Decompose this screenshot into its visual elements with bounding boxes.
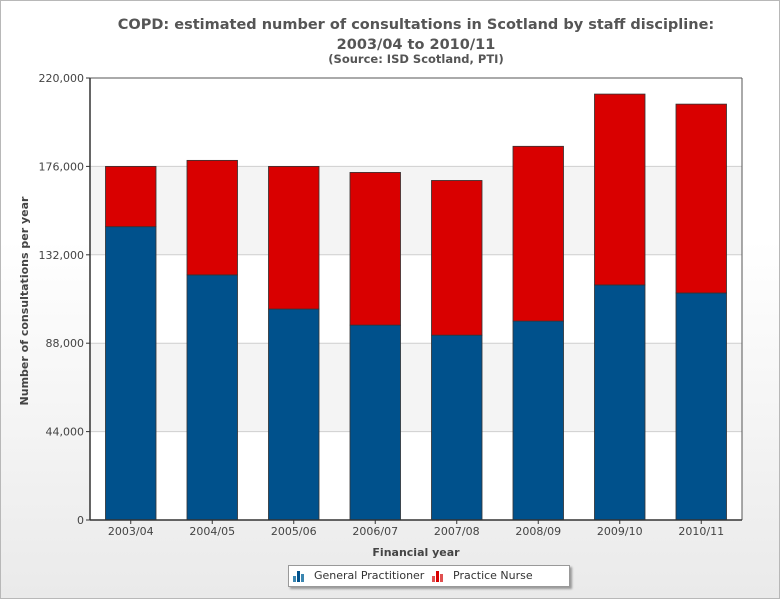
x-tick-label: 2003/04 <box>108 525 154 538</box>
y-tick-label: 44,000 <box>46 426 85 439</box>
bar-practice-nurse-2004-05 <box>186 159 238 276</box>
legend-label-general-practitioner: General Practitioner <box>314 569 425 582</box>
x-tick-label: 2009/10 <box>597 525 643 538</box>
chart-subtitle: (Source: ISD Scotland, PTI) <box>328 52 504 66</box>
bar-general-practitioner-2006-07 <box>349 324 401 521</box>
bar-practice-nurse-2005-06 <box>268 165 320 310</box>
chart-legend: General Practitioner Practice Nurse <box>288 565 570 587</box>
legend-item-general-practitioner[interactable]: General Practitioner <box>293 569 424 582</box>
x-tick-label: 2006/07 <box>352 525 398 538</box>
y-axis-title: Number of consultations per year <box>18 196 31 405</box>
bar-general-practitioner-2007-08 <box>431 334 483 521</box>
x-tick-label: 2004/05 <box>189 525 235 538</box>
y-tick-label: 0 <box>77 514 84 527</box>
x-axis-title: Financial year <box>372 546 460 559</box>
bar-practice-nurse-2007-08 <box>431 180 483 336</box>
legend-item-practice-nurse[interactable]: Practice Nurse <box>432 569 533 582</box>
bar-general-practitioner-2003-04 <box>105 226 157 521</box>
bar-general-practitioner-2010-11 <box>675 292 727 521</box>
bar-general-practitioner-2008-09 <box>512 320 564 521</box>
bar-practice-nurse-2008-09 <box>512 145 564 322</box>
y-tick-label: 132,000 <box>39 249 85 262</box>
y-tick-label: 176,000 <box>39 160 85 173</box>
legend-label-practice-nurse: Practice Nurse <box>453 569 533 582</box>
x-tick-label: 2007/08 <box>434 525 480 538</box>
bar-practice-nurse-2009-10 <box>594 93 646 286</box>
y-tick-label: 88,000 <box>46 337 85 350</box>
bar-chart-icon <box>432 570 444 582</box>
chart-title: COPD: estimated number of consultations … <box>117 17 715 53</box>
bar-practice-nurse-2003-04 <box>105 165 157 228</box>
y-tick-label: 220,000 <box>39 72 85 85</box>
bar-general-practitioner-2005-06 <box>268 308 320 521</box>
bar-general-practitioner-2004-05 <box>186 274 238 521</box>
x-tick-label: 2010/11 <box>678 525 724 538</box>
bar-practice-nurse-2006-07 <box>349 172 401 326</box>
bar-chart-icon <box>293 570 305 582</box>
bar-general-practitioner-2009-10 <box>594 284 646 521</box>
bar-practice-nurse-2010-11 <box>675 103 727 294</box>
x-tick-label: 2005/06 <box>271 525 317 538</box>
x-tick-label: 2008/09 <box>515 525 561 538</box>
